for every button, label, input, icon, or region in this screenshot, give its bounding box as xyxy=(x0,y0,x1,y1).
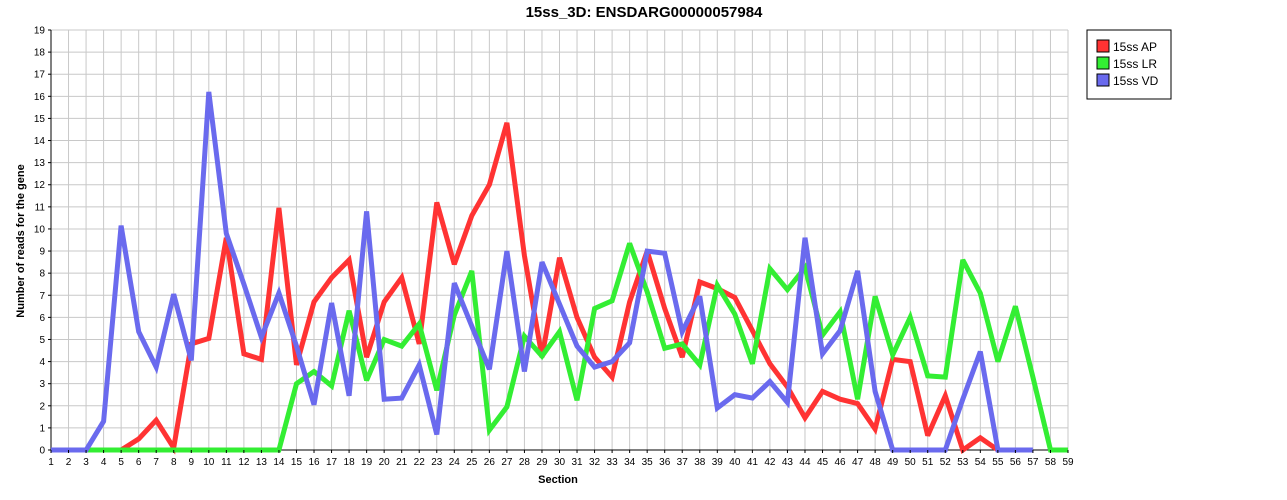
x-tick-label: 18 xyxy=(344,457,356,468)
x-tick-label: 41 xyxy=(747,457,759,468)
x-tick-label: 20 xyxy=(379,457,391,468)
y-tick-label: 18 xyxy=(34,48,46,59)
x-tick-label: 23 xyxy=(431,457,443,468)
x-tick-label: 33 xyxy=(607,457,619,468)
x-tick-label: 32 xyxy=(589,457,601,468)
x-tick-label: 5 xyxy=(118,457,124,468)
chart-title: 15ss_3D: ENSDARG00000057984 xyxy=(526,4,763,21)
y-tick-label: 3 xyxy=(39,379,45,390)
y-tick-label: 5 xyxy=(39,335,45,346)
y-tick-label: 7 xyxy=(39,291,45,302)
legend: 15ss AP 15ss LR 15ss VD xyxy=(1086,29,1172,100)
plot-area xyxy=(51,91,1068,455)
x-tick-label: 2 xyxy=(66,457,72,468)
y-tick-label: 1 xyxy=(39,423,45,434)
x-tick-label: 29 xyxy=(536,457,548,468)
x-tick-label: 59 xyxy=(1062,457,1074,468)
x-tick-label: 57 xyxy=(1027,457,1039,468)
x-tick-label: 58 xyxy=(1045,457,1057,468)
x-tick-label: 35 xyxy=(642,457,654,468)
x-tick-label: 50 xyxy=(905,457,917,468)
y-tick-label: 17 xyxy=(34,70,46,81)
x-tick-label: 19 xyxy=(361,457,373,468)
x-tick-label: 46 xyxy=(834,457,846,468)
x-tick-label: 49 xyxy=(887,457,899,468)
x-tick-label: 56 xyxy=(1010,457,1022,468)
x-tick-label: 6 xyxy=(136,457,142,468)
y-tick-label: 11 xyxy=(35,202,46,213)
y-tick-label: 2 xyxy=(39,401,45,412)
y-tick-label: 14 xyxy=(34,136,46,147)
x-tick-label: 25 xyxy=(466,457,478,468)
x-tick-label: 39 xyxy=(712,457,724,468)
x-tick-label: 24 xyxy=(449,457,461,468)
y-tick-label: 19 xyxy=(34,26,46,37)
x-tick-label: 48 xyxy=(870,457,882,468)
x-tick-label: 42 xyxy=(764,457,776,468)
x-tick-label: 21 xyxy=(396,457,408,468)
y-tick-label: 12 xyxy=(34,180,46,191)
x-tick-label: 52 xyxy=(940,457,952,468)
y-tick-label: 4 xyxy=(39,357,45,368)
x-tick-label: 53 xyxy=(957,457,969,468)
y-tick-label: 13 xyxy=(34,158,46,169)
x-tick-label: 27 xyxy=(501,457,513,468)
x-tick-label: 11 xyxy=(221,457,232,468)
x-tick-label: 1 xyxy=(48,457,54,468)
x-tick-label: 13 xyxy=(256,457,268,468)
x-tick-label: 40 xyxy=(729,457,741,468)
x-tick-label: 9 xyxy=(188,457,194,468)
x-tick-label: 26 xyxy=(484,457,496,468)
y-tick-label: 10 xyxy=(34,224,46,235)
x-tick-label: 12 xyxy=(238,457,250,468)
legend-label: 15ss AP xyxy=(1113,40,1157,54)
x-tick-label: 44 xyxy=(799,457,811,468)
x-tick-label: 30 xyxy=(554,457,566,468)
y-tick-label: 8 xyxy=(39,269,45,280)
x-tick-label: 14 xyxy=(273,457,285,468)
x-tick-label: 15 xyxy=(291,457,303,468)
legend-swatch xyxy=(1096,73,1110,87)
legend-label: 15ss VD xyxy=(1113,74,1159,88)
x-tick-label: 37 xyxy=(677,457,689,468)
y-tick-label: 15 xyxy=(34,114,46,125)
x-tick-label: 31 xyxy=(571,457,583,468)
series-line-15ss-ap xyxy=(51,122,1000,455)
legend-swatch xyxy=(1096,39,1110,53)
x-tick-label: 16 xyxy=(308,457,320,468)
x-tick-label: 10 xyxy=(203,457,215,468)
series-line-15ss-vd xyxy=(51,91,1033,453)
x-tick-label: 45 xyxy=(817,457,829,468)
series-line-15ss-lr xyxy=(51,242,1068,453)
legend-label: 15ss LR xyxy=(1113,57,1157,71)
x-tick-label: 7 xyxy=(153,457,159,468)
tick-labels: 1 2 3 4 5 6 7 8 9 10 11 12 13 14 15 16 17 18 19 20 21 22 23 24 2… xyxy=(34,26,1074,469)
y-tick-label: 16 xyxy=(34,92,46,103)
x-tick-label: 34 xyxy=(624,457,636,468)
x-tick-label: 8 xyxy=(171,457,177,468)
x-tick-label: 54 xyxy=(975,457,987,468)
x-tick-label: 36 xyxy=(659,457,671,468)
x-tick-label: 38 xyxy=(694,457,706,468)
legend-swatch xyxy=(1096,56,1110,70)
x-tick-label: 43 xyxy=(782,457,794,468)
x-axis-label: Section xyxy=(538,474,578,486)
y-tick-label: 9 xyxy=(39,247,45,258)
x-tick-label: 3 xyxy=(83,457,89,468)
x-tick-label: 55 xyxy=(992,457,1004,468)
x-tick-label: 22 xyxy=(414,457,426,468)
x-tick-label: 17 xyxy=(326,457,338,468)
y-tick-label: 6 xyxy=(39,313,45,324)
x-tick-label: 51 xyxy=(922,457,934,468)
x-tick-label: 28 xyxy=(519,457,531,468)
x-tick-label: 47 xyxy=(852,457,864,468)
y-axis-label: Number of reads for the gene xyxy=(15,164,27,317)
y-tick-label: 0 xyxy=(39,446,45,457)
x-tick-label: 4 xyxy=(101,457,107,468)
